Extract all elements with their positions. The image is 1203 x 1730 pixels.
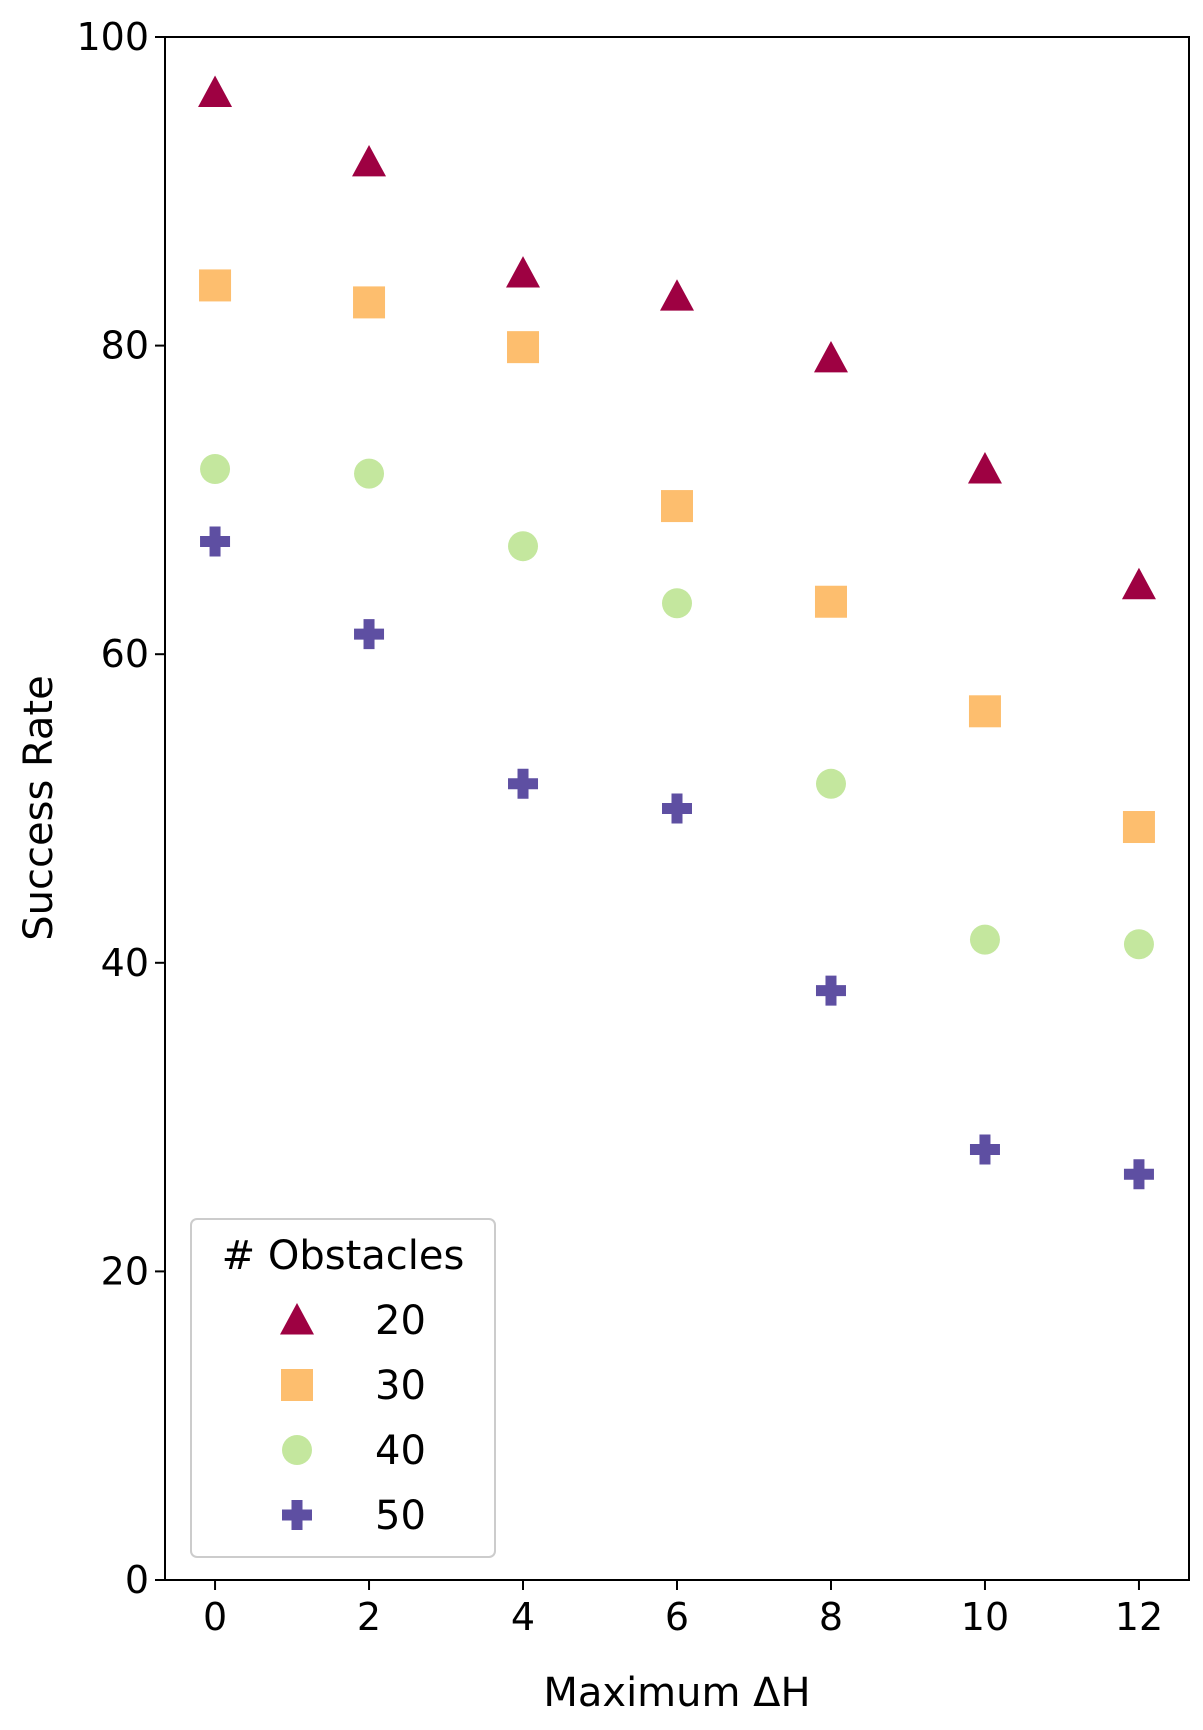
x-tick-label: 10 <box>961 1595 1009 1639</box>
data-point-square <box>814 585 847 618</box>
data-point-circle <box>200 454 231 485</box>
data-point-triangle <box>967 452 1002 484</box>
data-point-plus <box>969 1134 1000 1165</box>
data-point-square <box>507 331 540 364</box>
y-tick-label: 60 <box>101 632 149 676</box>
series-20 <box>198 75 1156 600</box>
data-point-plus <box>354 619 385 650</box>
legend-item-40: 40 <box>282 1428 426 1474</box>
data-point-square <box>1122 811 1155 844</box>
y-tick-label: 20 <box>101 1249 149 1293</box>
legend-marker-plus <box>282 1500 312 1530</box>
legend-item-30: 30 <box>281 1363 426 1409</box>
x-tick-label: 0 <box>203 1595 227 1639</box>
data-point-plus <box>508 768 539 799</box>
data-point-circle <box>354 458 385 489</box>
legend-title: # Obstacles <box>222 1233 465 1279</box>
data-point-triangle <box>198 75 233 107</box>
data-point-square <box>353 286 386 319</box>
y-tick-label: 0 <box>125 1558 149 1602</box>
series-40 <box>200 454 1154 960</box>
legend: # Obstacles 20 30 40 50 <box>190 1218 496 1558</box>
legend-marker-triangle <box>280 1303 314 1335</box>
legend-box <box>190 1218 496 1558</box>
data-point-plus <box>662 793 692 824</box>
axis-ticks: 0 2 4 6 8 10 12 0 20 40 60 80 100 <box>76 15 1163 1639</box>
data-point-circle <box>1123 929 1154 960</box>
data-point-circle <box>969 924 1000 955</box>
x-tick-label: 6 <box>665 1595 689 1639</box>
y-tick-label: 80 <box>101 324 149 368</box>
data-point-plus <box>815 975 846 1006</box>
data-point-triangle <box>660 279 694 311</box>
legend-label: 30 <box>375 1363 426 1409</box>
x-tick-label: 4 <box>511 1595 535 1639</box>
legend-label: 50 <box>375 1493 426 1539</box>
y-axis-label: Success Rate <box>16 675 62 940</box>
data-point-square <box>661 490 693 523</box>
x-tick-label: 12 <box>1115 1595 1163 1639</box>
y-tick-label: 100 <box>76 15 149 59</box>
legend-item-50: 50 <box>282 1493 426 1539</box>
legend-item-20: 20 <box>280 1298 426 1344</box>
legend-items: 20 30 40 50 <box>280 1298 426 1539</box>
data-point-triangle <box>1121 567 1156 600</box>
x-tick-label: 2 <box>357 1595 381 1639</box>
data-point-triangle <box>506 256 541 288</box>
data-points <box>198 75 1156 1190</box>
data-point-square <box>968 695 1001 728</box>
data-point-circle <box>815 768 846 799</box>
series-50 <box>200 526 1154 1190</box>
series-30 <box>199 269 1155 844</box>
data-point-circle <box>508 531 539 562</box>
legend-label: 20 <box>375 1298 426 1344</box>
data-point-triangle <box>813 340 848 373</box>
x-tick-label: 8 <box>819 1595 843 1639</box>
y-tick-label: 40 <box>101 941 149 985</box>
legend-marker-square <box>281 1369 313 1401</box>
x-axis-label: Maximum ΔH <box>543 1670 810 1716</box>
data-point-triangle <box>352 144 387 177</box>
legend-marker-circle <box>282 1435 312 1465</box>
data-point-square <box>199 269 232 302</box>
data-point-circle <box>662 588 692 619</box>
data-point-plus <box>200 526 231 557</box>
data-point-plus <box>1123 1159 1154 1190</box>
legend-label: 40 <box>375 1428 426 1474</box>
